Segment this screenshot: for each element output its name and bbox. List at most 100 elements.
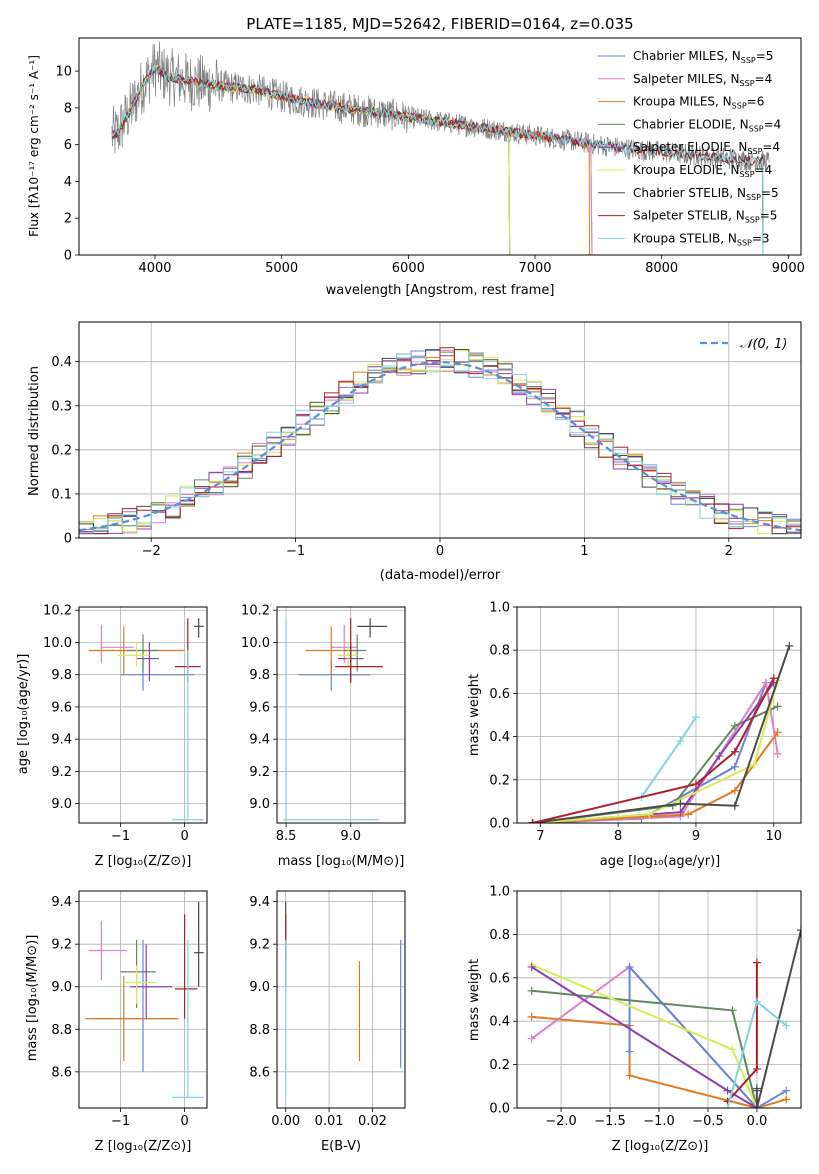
mass-weight-marker xyxy=(773,702,782,711)
legend-count: =6 xyxy=(747,95,765,109)
y-tick-label: 10 xyxy=(55,65,72,80)
legend-count: =4 xyxy=(755,163,773,177)
age-z-ylabel: age [log₁₀(age/yr)] xyxy=(16,654,31,775)
legend-sub: SSP xyxy=(741,56,756,65)
y-tick-label: 9.2 xyxy=(249,765,270,780)
y-tick-label: 8.8 xyxy=(51,1023,72,1038)
legend-entry: 𝒩(0, 1) xyxy=(740,337,787,352)
x-tick-label: 1 xyxy=(580,544,588,559)
mass-vs-metallicity-panel: −1 0 8.6 8.8 9.0 9.2 9.4 xyxy=(51,890,208,1129)
mass-weight-marker xyxy=(676,808,685,817)
legend-count: =5 xyxy=(756,49,774,63)
model-spectrum-line xyxy=(111,66,511,255)
mw-age-ylabel: mass weight xyxy=(467,674,482,756)
y-tick-label: 9.4 xyxy=(51,733,72,748)
x-tick-label: 9000 xyxy=(772,261,805,276)
legend-entry: Kroupa ELODIE, NSSP=4 xyxy=(633,163,772,179)
mass-weight-marker xyxy=(527,986,536,995)
mass-weight-marker xyxy=(752,958,761,967)
y-tick-label: 0.8 xyxy=(489,644,510,659)
plot-area xyxy=(528,641,794,823)
y-tick-label: 0 xyxy=(64,532,72,547)
plot-area xyxy=(88,618,204,821)
y-tick-label: 10.2 xyxy=(43,604,72,619)
mass-weight-marker xyxy=(750,760,759,769)
legend-count: =3 xyxy=(752,231,770,245)
x-tick-label: 9.0 xyxy=(340,829,361,844)
mass-weight-marker xyxy=(773,749,782,758)
y-tick-label: 9.8 xyxy=(51,668,72,683)
mass-weight-line xyxy=(532,705,779,823)
x-tick-label: 0 xyxy=(436,544,444,559)
mass-weight-marker xyxy=(730,786,739,795)
mass-weight-marker xyxy=(691,713,700,722)
y-tick-label: 9.6 xyxy=(51,700,72,715)
legend-entry: Salpeter MILES, NSSP=4 xyxy=(633,72,772,88)
legend-sub: SSP xyxy=(732,102,747,111)
legend-entry: Chabrier STELIB, NSSP=5 xyxy=(633,186,779,202)
legend-count: =5 xyxy=(761,186,779,200)
x-tick-label: −0.5 xyxy=(692,1114,724,1129)
residual-histogram-panel: −2 −1 0 1 2 0 0.1 0.2 0.3 0.4 𝒩(0, 1) xyxy=(51,321,802,559)
y-tick-label: 0.2 xyxy=(51,443,72,458)
mass-weight-line xyxy=(531,989,758,1108)
mass-weight-marker xyxy=(752,997,761,1006)
x-tick-label: 0.02 xyxy=(358,1114,387,1129)
y-tick-label: 0.2 xyxy=(489,1058,510,1073)
histogram-step-line xyxy=(79,347,801,535)
y-tick-label: 0.8 xyxy=(489,928,510,943)
x-tick-label: −1 xyxy=(111,829,130,844)
legend-sub: SSP xyxy=(749,124,764,133)
legend-count: =4 xyxy=(764,117,782,131)
mass-ebv-xlabel: E(B-V) xyxy=(321,1139,361,1154)
mass-weight-line xyxy=(532,731,779,823)
y-tick-label: 9.6 xyxy=(249,700,270,715)
mass-weight-line xyxy=(628,964,787,1108)
y-tick-label: 10.2 xyxy=(241,604,270,619)
legend-label: Kroupa MILES, N xyxy=(633,95,732,109)
y-tick-label: 0.0 xyxy=(489,1102,510,1117)
x-tick-label: 0 xyxy=(180,1114,188,1129)
mass-weight-marker xyxy=(782,1021,791,1030)
y-tick-label: 0.4 xyxy=(51,355,72,370)
plot-area xyxy=(283,618,387,821)
mass-weight-marker xyxy=(676,736,685,745)
legend-label: Salpeter STELIB, N xyxy=(633,209,745,223)
mw-z-xlabel: Z [log₁₀(Z/Z⊙)] xyxy=(612,1139,709,1154)
mass-weight-line xyxy=(532,677,775,823)
y-tick-label: 9.2 xyxy=(51,938,72,953)
x-tick-label: 2 xyxy=(725,544,733,559)
plot-area xyxy=(79,347,801,535)
mass-z-ylabel: mass [log₁₀(M/M⊙)] xyxy=(25,935,40,1062)
legend-sub: SSP xyxy=(747,147,762,156)
mass-weight-line xyxy=(532,680,779,823)
y-tick-label: 9.4 xyxy=(249,733,270,748)
y-tick-label: 9.2 xyxy=(51,765,72,780)
x-tick-label: 0 xyxy=(180,829,188,844)
massweight-vs-age-panel: 7 8 9 10 0.0 0.2 0.4 0.6 0.8 1.0 xyxy=(489,601,802,844)
mass-weight-marker xyxy=(625,1047,634,1056)
spectrum-ylabel: Flux [fλ10⁻¹⁷ erg cm⁻² s⁻¹ A⁻¹] xyxy=(27,55,41,237)
y-tick-label: 0.4 xyxy=(489,730,510,745)
x-tick-label: −1.5 xyxy=(594,1114,626,1129)
y-tick-label: 0.6 xyxy=(489,971,510,986)
mass-weight-marker xyxy=(715,752,724,761)
x-tick-label: 7 xyxy=(536,829,544,844)
x-tick-label: 0.01 xyxy=(315,1114,344,1129)
mass-weight-line xyxy=(532,682,767,823)
mass-weight-marker xyxy=(728,1045,737,1054)
x-tick-label: 8 xyxy=(614,829,622,844)
model-spectrum-line xyxy=(111,64,764,255)
legend-label: Salpeter ELODIE, N xyxy=(633,140,747,154)
mass-weight-line xyxy=(532,645,791,823)
mass-weight-marker xyxy=(769,674,778,683)
mass-weight-marker xyxy=(730,747,739,756)
mw-z-ylabel: mass weight xyxy=(467,959,482,1041)
y-tick-label: 1.0 xyxy=(489,885,510,900)
age-z-xlabel: Z [log₁₀(Z/Z⊙)] xyxy=(95,854,192,869)
mass-weight-marker xyxy=(645,810,654,819)
axes-frame xyxy=(516,606,802,824)
legend-sub: SSP xyxy=(737,238,752,247)
axes-frame xyxy=(78,321,802,539)
legend-count: =5 xyxy=(760,209,778,223)
